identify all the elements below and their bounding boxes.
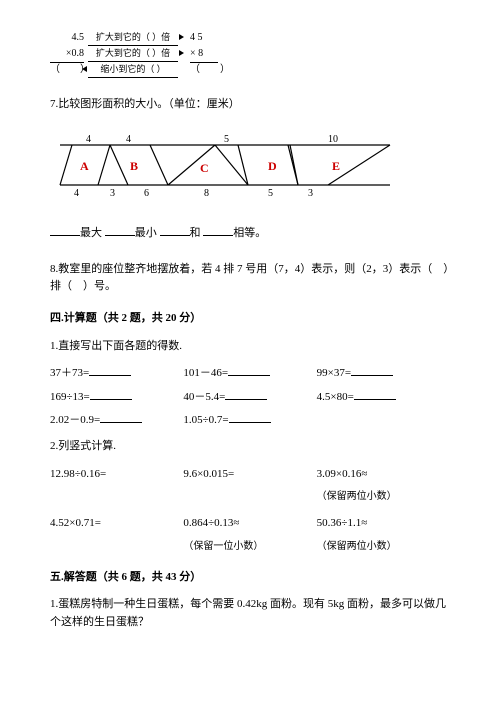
diag-top-arrow: 扩大到它的（ ）倍: [88, 30, 178, 45]
fill-a: 最大: [80, 227, 102, 239]
blank[interactable]: [225, 389, 267, 400]
diag-left-mid: ×0.8: [50, 46, 84, 63]
top-n1: 4: [86, 134, 91, 145]
calc-row-1: 37＋73= 101－46= 99×37=: [50, 365, 450, 383]
blank[interactable]: [50, 224, 80, 236]
label-d: D: [268, 159, 277, 173]
vert-row-2: 4.52×0.71= 0.864÷0.13≈ 50.36÷1.1≈: [50, 515, 450, 533]
blank[interactable]: [89, 365, 131, 376]
calc: 37＋73=: [50, 367, 89, 379]
calc-row-2: 169÷13= 40－5.4= 4.5×80=: [50, 389, 450, 407]
blank[interactable]: [228, 365, 270, 376]
q7-fill: 最大 最小 和 相等。: [50, 224, 450, 243]
label-c: C: [200, 161, 209, 175]
label-a: A: [80, 159, 89, 173]
calc: 169÷13=: [50, 391, 90, 403]
vert: 12.98÷0.16=: [50, 466, 183, 484]
vert: 3.09×0.16≈: [317, 466, 450, 484]
fill-d: 相等。: [233, 227, 266, 239]
vert: 0.864÷0.13≈: [183, 515, 316, 533]
diag-mid-arrow: 扩大到它的（ ）倍: [88, 46, 178, 61]
vert: 50.36÷1.1≈: [317, 515, 450, 533]
blank[interactable]: [105, 224, 135, 236]
calc: 99×37=: [317, 367, 351, 379]
vert: 4.52×0.71=: [50, 515, 183, 533]
q8-text: 8.教室里的座位整齐地摆放着，若 4 排 7 号用（7，4）表示，则（2，3）表…: [50, 261, 450, 296]
note-row-2: （保留一位小数） （保留两位小数）: [50, 539, 450, 555]
bot-n2: 3: [110, 188, 115, 199]
top-n2: 4: [126, 134, 131, 145]
sec5-q1: 1.蛋糕房特制一种生日蛋糕，每个需要 0.42kg 面粉。现有 5kg 面粉，最…: [50, 596, 450, 631]
note: （保留两位小数）: [317, 489, 450, 505]
fill-b: 最小: [135, 227, 157, 239]
blank[interactable]: [100, 412, 142, 423]
top-n4: 10: [328, 134, 338, 145]
vert: 9.6×0.015=: [183, 466, 316, 484]
calc: 40－5.4=: [183, 391, 225, 403]
scale-diagram: 4.5 扩大到它的（ ）倍 4 5 ×0.8 扩大到它的（ ）倍 × 8 （ ）…: [50, 30, 450, 78]
calc: 4.5×80=: [317, 391, 354, 403]
shapes-figure: 4 4 5 10 4 3 6 8 5 3 A B C D E: [50, 130, 395, 202]
bot-n4: 8: [204, 188, 209, 199]
bot-n3: 6: [144, 188, 149, 199]
diag-right-top: 4 5: [190, 30, 203, 46]
label-e: E: [332, 159, 340, 173]
label-b: B: [130, 159, 138, 173]
note-row-1: （保留两位小数）: [50, 489, 450, 505]
q7-text: 7.比较图形面积的大小。（单位：厘米）: [50, 96, 450, 114]
blank[interactable]: [354, 389, 396, 400]
diag-bottom-arrow: 缩小到它的（ ）: [88, 62, 178, 77]
diag-left-result: （ ）: [50, 62, 84, 78]
blank[interactable]: [229, 412, 271, 423]
blank[interactable]: [203, 224, 233, 236]
diag-left-top: 4.5: [50, 30, 84, 46]
diag-right-mid: × 8: [190, 46, 218, 63]
vert-row-1: 12.98÷0.16= 9.6×0.015= 3.09×0.16≈: [50, 466, 450, 484]
bot-n1: 4: [74, 188, 79, 199]
note: （保留两位小数）: [317, 539, 450, 555]
bot-n6: 3: [308, 188, 313, 199]
note: （保留一位小数）: [183, 539, 316, 555]
calc: 2.02－0.9=: [50, 414, 100, 426]
fill-c: 和: [190, 227, 201, 239]
blank[interactable]: [160, 224, 190, 236]
calc-row-3: 2.02－0.9= 1.05÷0.7=: [50, 412, 450, 430]
bot-n5: 5: [268, 188, 273, 199]
blank[interactable]: [90, 389, 132, 400]
sec4-title: 四.计算题（共 2 题，共 20 分）: [50, 310, 450, 328]
sec4-q2: 2.列竖式计算.: [50, 438, 450, 456]
calc: 1.05÷0.7=: [183, 414, 228, 426]
sec4-q1: 1.直接写出下面各题的得数.: [50, 338, 450, 356]
top-n3: 5: [224, 134, 229, 145]
sec5-title: 五.解答题（共 6 题，共 43 分）: [50, 569, 450, 587]
calc: 101－46=: [183, 367, 228, 379]
diag-right-result: （ ）: [190, 62, 230, 78]
blank[interactable]: [351, 365, 393, 376]
